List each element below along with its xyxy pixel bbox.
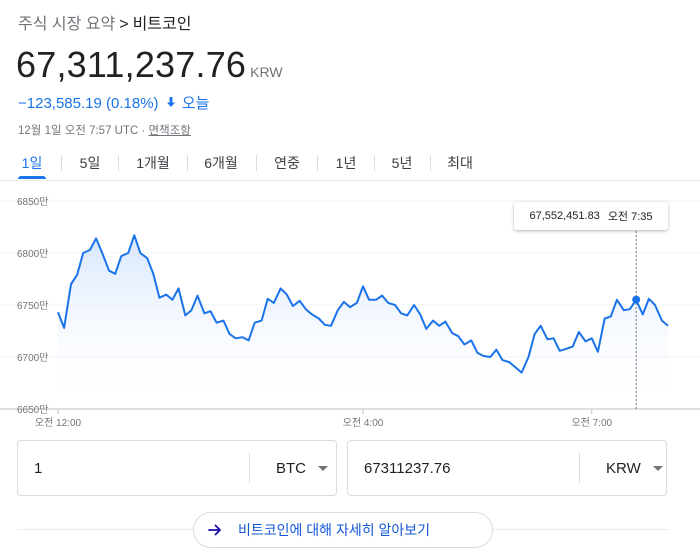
learn-more-label: 비트코인에 대해 자세히 알아보기 <box>238 522 430 538</box>
tab-divider <box>118 155 119 171</box>
caret-down-icon <box>318 465 328 471</box>
y-tick-label: 6700만 <box>17 352 48 364</box>
tab-5d[interactable]: 5일 <box>79 154 101 171</box>
field-divider <box>249 453 250 483</box>
price-line <box>57 234 669 374</box>
learn-more-button[interactable]: 비트코인에 대해 자세히 알아보기 <box>193 512 493 548</box>
to-amount-input[interactable] <box>348 441 578 495</box>
tab-divider <box>187 155 188 171</box>
quote-timestamp: 12월 1일 오전 7:57 UTC · 면책조항 <box>18 122 191 138</box>
arrow-right-icon <box>208 524 221 536</box>
tab-5y[interactable]: 5년 <box>391 154 413 171</box>
tab-ytd[interactable]: 연중 <box>274 154 300 171</box>
tab-6m[interactable]: 6개월 <box>204 154 238 171</box>
from-unit-select[interactable]: BTC <box>250 441 336 495</box>
breadcrumb-parent[interactable]: 주식 시장 요약 <box>18 16 116 33</box>
breadcrumb-separator: > <box>119 16 129 33</box>
from-amount-input[interactable] <box>18 441 248 495</box>
change-period: 오늘 <box>181 95 210 112</box>
tooltip-value: 67,552,451.83 <box>529 210 600 222</box>
tabs-underline <box>0 180 700 181</box>
tab-divider <box>374 155 375 171</box>
to-unit-label: KRW <box>606 459 641 477</box>
x-tick-label: 오전 4:00 <box>343 417 384 429</box>
y-tick-label: 6650만 <box>17 404 48 416</box>
from-unit-label: BTC <box>276 459 306 477</box>
currency-converter: BTC KRW <box>17 440 669 496</box>
y-tick-label: 6850만 <box>17 196 48 208</box>
price-currency: KRW <box>250 64 283 80</box>
y-tick-label: 6800만 <box>17 248 48 260</box>
to-unit-select[interactable]: KRW <box>580 441 666 495</box>
tab-divider <box>430 155 431 171</box>
tab-divider <box>256 155 257 171</box>
arrow-down-icon <box>166 95 176 112</box>
to-field: KRW <box>347 440 667 496</box>
from-field: BTC <box>17 440 337 496</box>
breadcrumb-current: 비트코인 <box>132 16 192 33</box>
timestamp-text: 12월 1일 오전 7:57 UTC · <box>18 125 149 137</box>
hover-point <box>632 295 641 304</box>
tab-1m[interactable]: 1개월 <box>136 154 170 171</box>
chart-tooltip: 67,552,451.83 오전 7:35 <box>514 202 668 230</box>
caret-down-icon <box>652 465 663 471</box>
price-row: 67,311,237.76 KRW <box>16 44 283 86</box>
breadcrumb: 주식 시장 요약 > 비트코인 <box>18 10 191 34</box>
tab-divider <box>317 155 318 171</box>
change-value: −123,585.19 (0.18%) <box>18 95 159 112</box>
x-tick-label: 오전 12:00 <box>35 417 82 429</box>
field-divider <box>579 453 580 483</box>
current-price: 67,311,237.76 <box>16 44 247 85</box>
tab-divider <box>61 155 62 171</box>
range-tabs: 1일 5일 1개월 6개월 연중 1년 5년 최대 <box>0 146 700 180</box>
x-tick-label: 오전 7:00 <box>571 417 612 429</box>
y-tick-label: 6750만 <box>17 300 48 312</box>
price-area-fill <box>58 235 668 409</box>
disclaimer-link[interactable]: 면책조항 <box>148 125 191 137</box>
tab-max[interactable]: 최대 <box>447 154 473 171</box>
tooltip-time: 오전 7:35 <box>607 211 653 223</box>
tab-1d[interactable]: 1일 <box>18 146 46 179</box>
price-chart[interactable]: 6850만 6800만 6750만 6700만 6650만 오전 12:00 오전 4:0… <box>0 185 700 435</box>
tab-1y[interactable]: 1년 <box>335 154 357 171</box>
price-change: −123,585.19 (0.18%) 오늘 <box>18 92 209 113</box>
